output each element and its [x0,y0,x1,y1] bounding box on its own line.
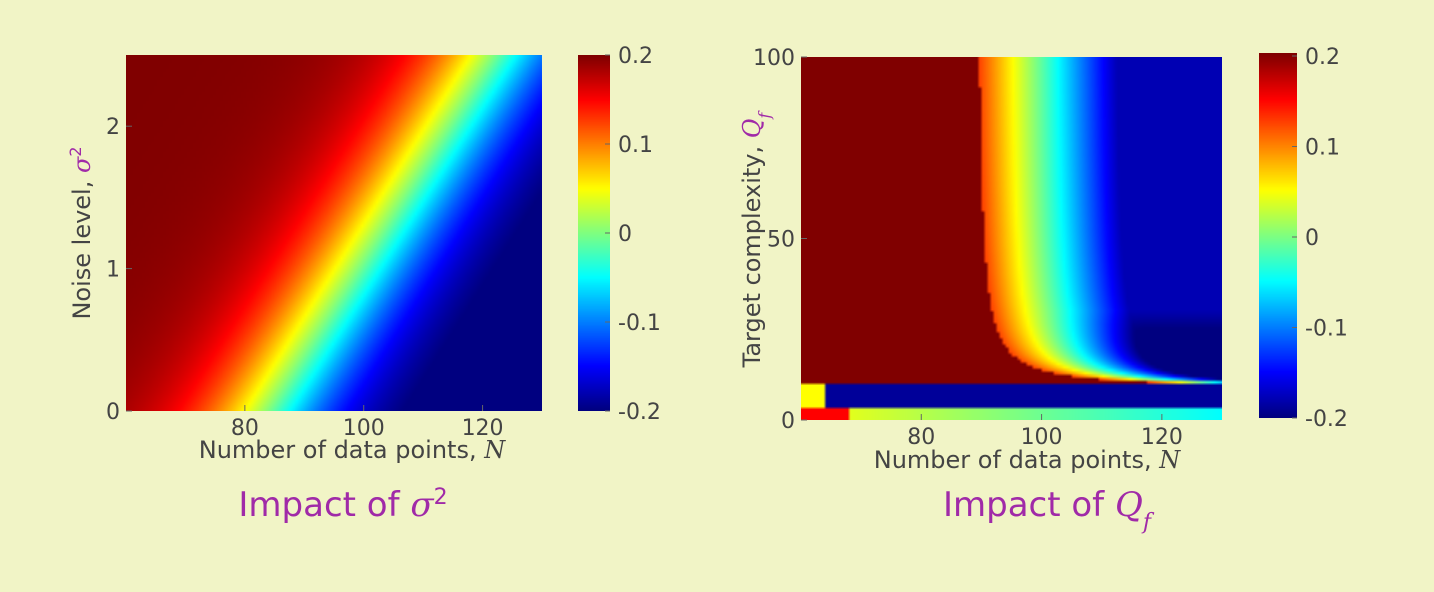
y-tick-label: 0 [106,400,120,425]
y-tick-label: 100 [753,46,795,71]
y-tick-label: 0 [781,409,795,434]
left-x-axis-label: Number of data points, N [199,436,506,464]
colorbar-tick-label: -0.1 [618,311,661,336]
y-tick-label: 2 [106,115,120,140]
left-heatmap [126,55,542,411]
colorbar-tick-label: 0.1 [618,133,653,158]
x-tick-label: 120 [462,416,504,441]
right-heatmap [801,57,1222,420]
right-chart: 80 100 120 0 50 100 Target complexity, Qf Num… [738,45,1348,535]
left-colorbar [578,55,610,411]
left-caption: Impact of σ2 [238,485,447,526]
colorbar-tick-label: 0 [1305,226,1319,251]
colorbar-tick-label: -0.1 [1305,317,1348,342]
y-tick-label: 1 [106,258,120,283]
x-tick-label: 80 [231,416,259,441]
left-colorbar-ticks: 0.2 0.1 0 -0.1 -0.2 [605,44,661,425]
colorbar-tick-label: 0.2 [618,44,653,69]
left-y-axis-label: Noise level, σ2 [66,146,97,319]
right-colorbar [1259,53,1297,418]
colorbar-tick-label: 0.2 [1305,45,1340,70]
right-axis-ticks: 80 100 120 0 50 100 [753,46,1183,450]
colorbar-tick-label: 0.1 [1305,136,1340,161]
x-tick-label: 80 [907,425,935,450]
right-x-axis-label: Number of data points, N [874,446,1181,474]
colorbar-tick-label: -0.2 [618,400,661,425]
colorbar-tick-label: 0 [618,222,632,247]
left-chart: 80 100 120 0 1 2 Noise level, σ2 Number of da… [66,44,661,525]
right-colorbar-ticks: 0.2 0.1 0 -0.1 -0.2 [1292,45,1348,432]
left-axis-ticks: 80 100 120 0 1 2 [106,115,504,441]
x-tick-label: 100 [343,416,385,441]
y-tick-label: 50 [767,228,795,253]
colorbar-tick-label: -0.2 [1305,407,1348,432]
x-tick-label: 120 [1141,425,1183,450]
right-caption: Impact of Qf [943,485,1155,535]
x-tick-label: 100 [1021,425,1063,450]
right-y-axis-label: Target complexity, Qf [738,110,774,369]
